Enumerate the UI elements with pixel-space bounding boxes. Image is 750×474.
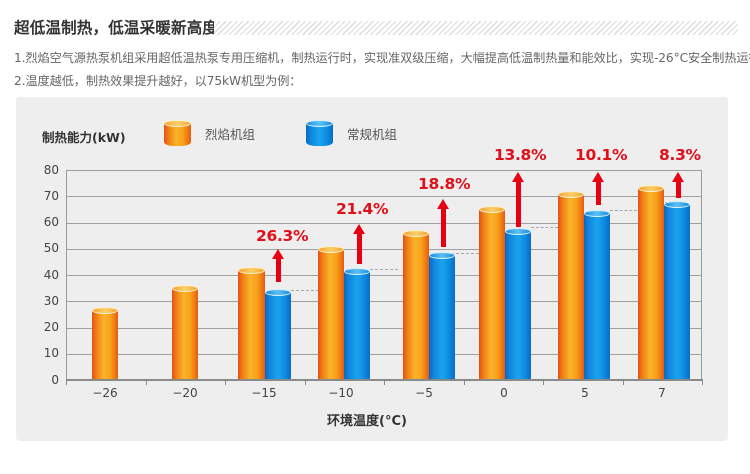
increase-arrow-icon [437,199,449,247]
x-tick-label: −20 [172,386,198,400]
bar-series2-minus10 [344,268,370,380]
x-axis-title: 环境温度(°C) [327,414,407,429]
x-tick-label: −26 [92,386,118,400]
heading-hatch-decoration [214,21,738,35]
increase-label: 8.3% [659,146,701,164]
x-tick-label: −15 [251,386,277,400]
x-tick [384,379,386,385]
gridline-70 [67,196,701,197]
gridline-20 [67,327,701,329]
reference-dash [610,210,637,211]
gridline-40 [67,275,701,276]
legend-item-series2: 常规机组 [306,120,397,146]
x-tick [702,379,704,385]
x-tick [464,379,466,385]
x-tick-label: −10 [328,386,354,400]
y-tick-label: 10 [43,346,59,360]
bar-series1-minus26 [92,307,118,380]
gridline-30 [67,301,701,302]
y-tick-label: 50 [43,241,59,255]
reference-dash [531,227,558,228]
x-tick [305,379,307,385]
reference-dash [291,290,319,291]
x-tick-label: 0 [500,386,508,400]
x-tick-label: −5 [415,386,433,400]
bar-series2-minus15 [265,289,291,380]
section-heading: 超低温制热，低温采暖新高度 [14,19,219,37]
x-tick [146,379,148,385]
bar-series1-minus10 [318,246,344,380]
reference-dash [451,253,479,254]
y-axis-title: 制热能力(kW) [42,130,126,145]
gridline-50 [67,248,701,250]
legend-label-series1: 烈焰机组 [205,126,256,142]
bar-series2-0 [505,228,531,380]
increase-arrow-icon [512,172,524,227]
increase-label: 21.4% [336,200,389,218]
legend-label-series2: 常规机组 [347,126,398,142]
reference-dash [370,269,398,270]
orange-cylinder-icon [164,120,191,146]
y-tick-label: 30 [43,294,59,308]
increase-label: 26.3% [256,227,309,245]
x-tick [225,379,227,385]
y-tick-label: 70 [43,189,59,203]
blue-cylinder-icon [306,120,333,146]
bar-series1-7 [638,185,664,380]
y-tick-label: 20 [43,320,59,334]
x-tick-label: 7 [658,386,666,400]
bar-series2-minus5 [429,252,455,380]
increase-arrow-icon [272,249,284,282]
description-line-2: 2.温度越低，制热效果提升越好，以75kW机型为例： [14,74,302,88]
legend-item-series1: 烈焰机组 [164,120,255,146]
x-tick [543,379,545,385]
bar-series1-minus5 [403,230,429,380]
x-tick [66,379,68,385]
bar-series1-0 [479,206,505,380]
x-tick-label: 5 [581,386,589,400]
increase-label: 10.1% [575,146,628,164]
increase-label: 18.8% [418,175,471,193]
gridline-60 [67,222,701,224]
bar-series2-5 [584,210,610,380]
bar-series1-minus15 [238,267,265,380]
increase-arrow-icon [592,172,604,205]
bar-series1-5 [558,191,584,380]
y-tick-label: 40 [43,268,59,282]
gridline-10 [67,353,701,355]
bar-series1-minus20 [172,285,198,380]
increase-arrow-icon [353,224,365,264]
description-line-1: 1.烈焰空气源热泵机组采用超低温热泵专用压缩机，制热运行时，实现准双级压缩，大幅… [14,51,750,65]
increase-arrow-icon [672,172,684,198]
y-tick-label: 60 [43,215,59,229]
increase-label: 13.8% [494,146,547,164]
x-tick [623,379,625,385]
plot-area [66,170,702,380]
bar-series2-7 [664,201,690,380]
y-tick-label: 80 [43,163,59,177]
y-tick-label: 0 [51,373,59,387]
